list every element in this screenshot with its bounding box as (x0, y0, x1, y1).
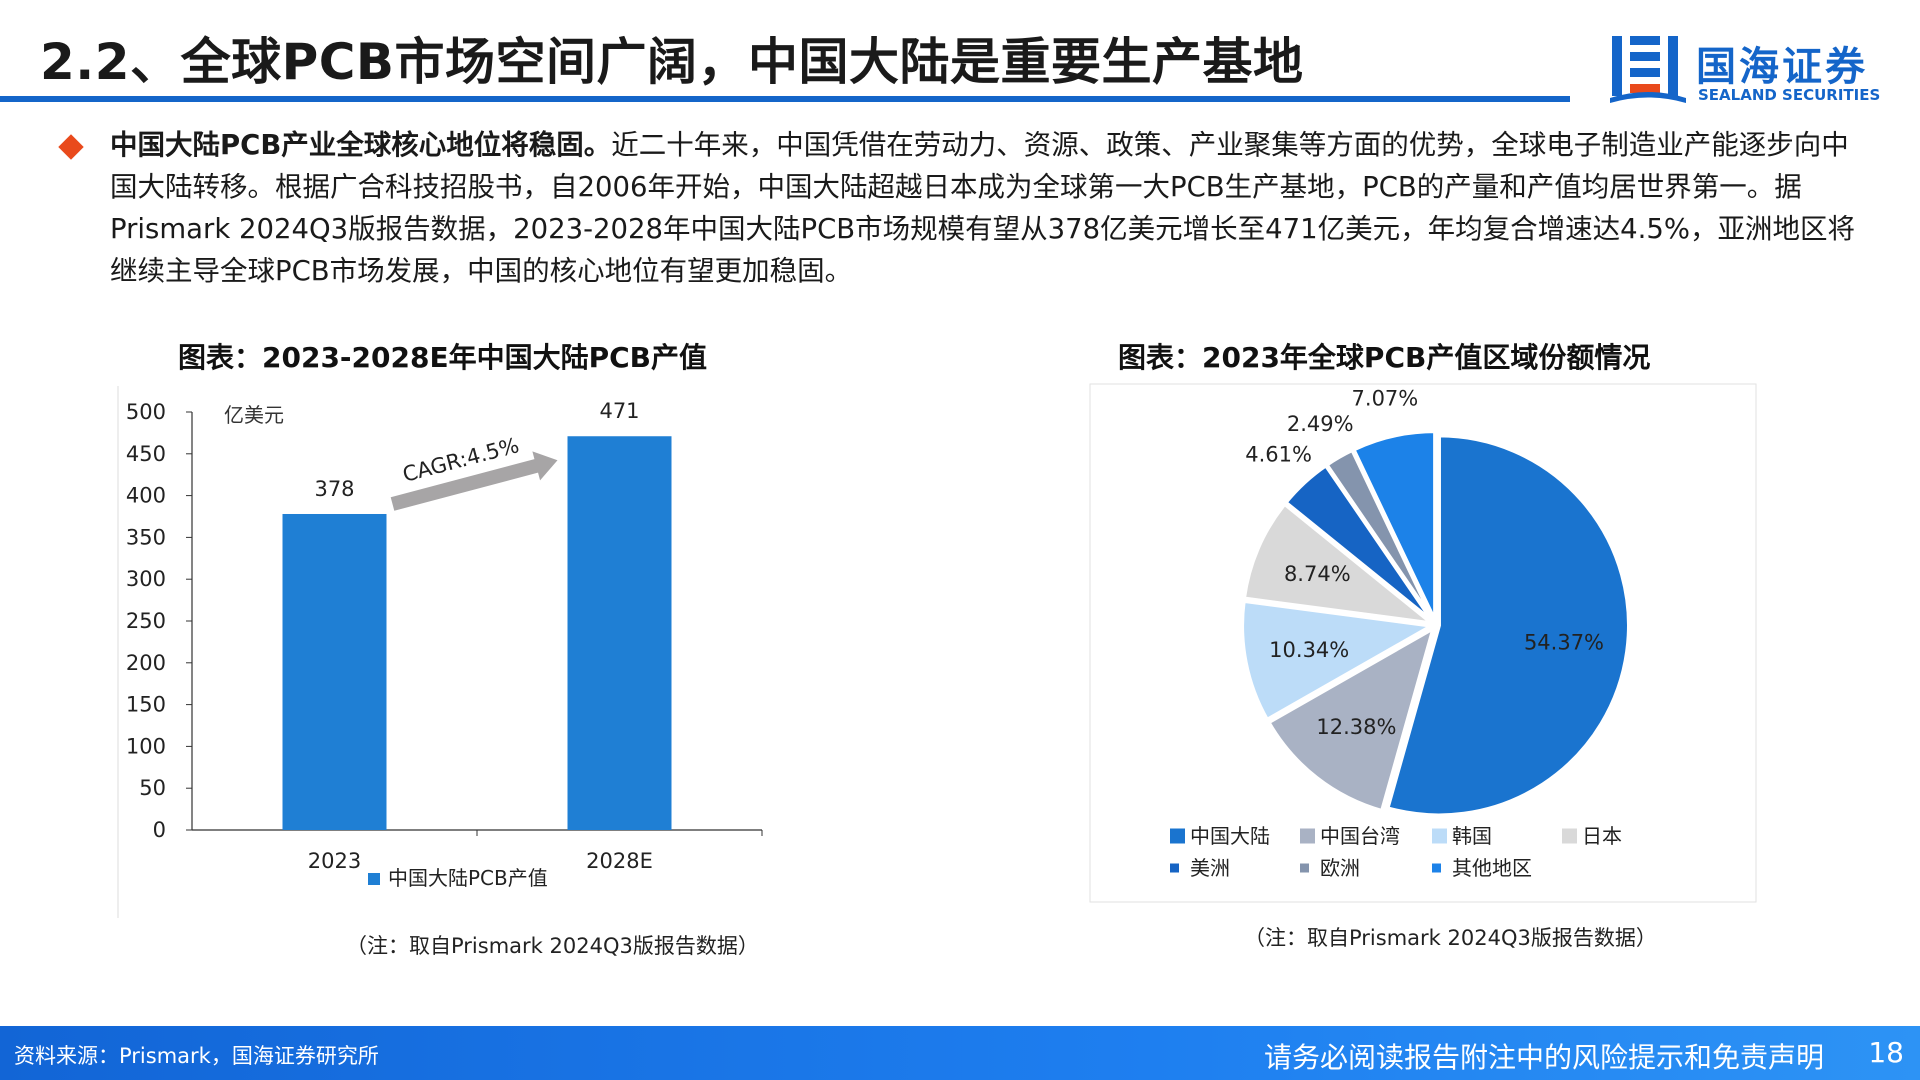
pie-slice-中国大陆 (1384, 433, 1631, 818)
pie-slice-日本 (1241, 501, 1440, 627)
y-tick-label: 0 (153, 818, 166, 842)
pie-data-label: 10.34% (1269, 638, 1349, 662)
pie-data-label: 8.74% (1284, 562, 1351, 586)
legend-swatch (1300, 828, 1315, 844)
footer-disclaimer: 请务必阅读报告附注中的风险提示和免责声明 (1263, 1041, 1824, 1074)
legend-label: 中国大陆PCB产值 (388, 866, 548, 890)
legend-swatch (1170, 828, 1185, 844)
y-tick-label: 200 (126, 651, 166, 675)
legend-swatch (1170, 863, 1179, 873)
pie-data-label: 54.37% (1524, 631, 1604, 655)
legend-swatch (1432, 828, 1447, 844)
y-tick-label: 450 (126, 442, 166, 466)
y-tick-label: 50 (139, 776, 166, 800)
y-tick-label: 100 (126, 734, 166, 758)
y-tick-label: 250 (126, 609, 166, 633)
legend-label: 日本 (1582, 824, 1622, 848)
page-title: 2.2、全球PCB市场空间广阔，中国大陆是重要生产基地 (40, 33, 1304, 91)
summary-body: 近二十年来，中国凭借在劳动力、资源、政策、产业聚集等方面的优势，全球电子制造业产… (110, 129, 1855, 287)
pie-slice-其他地区 (1350, 429, 1438, 622)
pie-chart: 54.37% 12.38% 10.34% 8.74% 4.61% 2.49%7.07% 中国… (1089, 383, 1757, 903)
legend-swatch (1562, 828, 1577, 844)
cagr-arrow: CAGR:4.5% (390, 433, 558, 511)
legend-label: 欧洲 (1320, 856, 1360, 880)
legend-label: 其他地区 (1452, 856, 1532, 880)
footer-source: 资料来源：Prismark，国海证券研究所 (14, 1044, 379, 1068)
legend-label: 韩国 (1452, 824, 1492, 848)
bar-2028E (567, 436, 672, 830)
unit-label: 亿美元 (224, 403, 284, 427)
cagr-arrow-shape (390, 451, 558, 511)
title-underline (0, 96, 1570, 102)
diamond-bullet-icon (58, 134, 84, 160)
bar-data-label: 378 (314, 477, 354, 501)
x-tick-label: 2028E (586, 849, 653, 873)
pie-slice-中国台湾 (1265, 623, 1437, 814)
pie-slice-韩国 (1240, 598, 1439, 723)
pie-data-label: 2.49% (1287, 412, 1354, 436)
bar-chart: 0 50 100 150 200 250 300 350 400 450 500 亿美元 378 2023… (117, 386, 763, 918)
bar-data-label: 471 (599, 399, 639, 423)
legend-label: 中国台湾 (1320, 824, 1400, 848)
y-tick-label: 300 (126, 567, 166, 591)
legend-swatch (1432, 863, 1441, 873)
y-tick-label: 350 (126, 525, 166, 549)
y-tick-label: 500 (126, 400, 166, 424)
pie-data-label: 7.07% (1352, 387, 1419, 411)
pie-data-label: 12.38% (1316, 715, 1396, 739)
y-tick-label: 400 (126, 484, 166, 508)
y-tick-label: 150 (126, 693, 166, 717)
bar-2023 (282, 513, 387, 830)
pie-data-label: 4.61% (1245, 443, 1312, 467)
x-tick-label: 2023 (308, 849, 361, 873)
summary-paragraph: 中国大陆PCB产业全球核心地位将稳固。近二十年来，中国凭借在劳动力、资源、政策、… (110, 124, 1870, 292)
legend-swatch (1300, 863, 1309, 873)
bar-chart-title: 图表：2023-2028E年中国大陆PCB产值 (178, 341, 708, 374)
legend-label: 中国大陆 (1190, 824, 1270, 848)
footer-bar: 资料来源：Prismark，国海证券研究所 请务必阅读报告附注中的风险提示和免责… (0, 1026, 1920, 1080)
legend-label: 美洲 (1190, 856, 1230, 880)
logo-name-cn: 国海证券 (1696, 44, 1868, 90)
logo-name-en: SEALAND SECURITIES (1698, 86, 1881, 104)
legend-swatch (368, 873, 380, 885)
bar-chart-note: （注：取自Prismark 2024Q3版报告数据） (346, 934, 759, 958)
summary-lead: 中国大陆PCB产业全球核心地位将稳固。 (110, 129, 612, 161)
sealand-logo-icon (1610, 36, 1686, 103)
pie-frame (1089, 383, 1757, 903)
pie-chart-title: 图表：2023年全球PCB产值区域份额情况 (1118, 341, 1651, 374)
pie-chart-note: （注：取自Prismark 2024Q3版报告数据） (1244, 926, 1657, 950)
page-number: 18 (1868, 1036, 1904, 1069)
company-logo: 国海证券 SEALAND SECURITIES (1610, 28, 1886, 108)
